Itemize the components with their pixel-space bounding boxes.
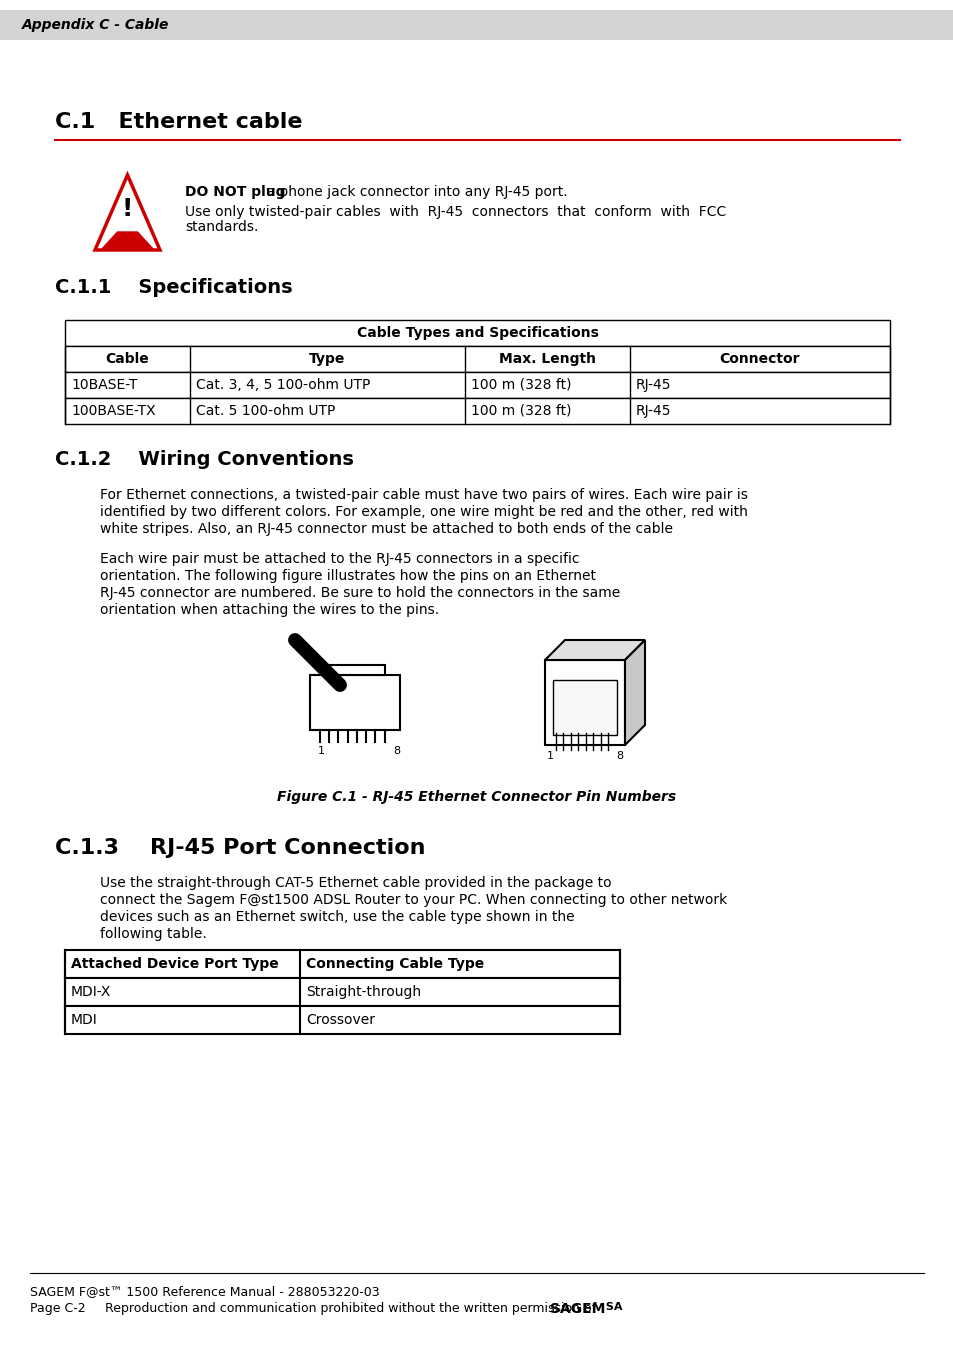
Bar [544,661,624,744]
Text: white stripes. Also, an RJ-45 connector must be attached to both ends of the cab: white stripes. Also, an RJ-45 connector … [100,521,672,536]
Text: standards.: standards. [185,220,258,234]
Text: orientation when attaching the wires to the pins.: orientation when attaching the wires to … [100,603,438,617]
Text: Figure C.1 - RJ-45 Ethernet Connector Pin Numbers: Figure C.1 - RJ-45 Ethernet Connector Pi… [277,790,676,804]
Text: orientation. The following figure illustrates how the pins on an Ethernet: orientation. The following figure illust… [100,569,596,584]
Text: Cable Types and Specifications: Cable Types and Specifications [356,326,598,340]
Text: Max. Length: Max. Length [498,353,596,366]
Text: SAGEM: SAGEM [550,1302,605,1316]
Text: Appendix C - Cable: Appendix C - Cable [22,18,170,32]
Text: C.1   Ethernet cable: C.1 Ethernet cable [55,112,302,132]
Polygon shape [325,665,385,676]
Text: RJ-45 connector are numbered. Be sure to hold the connectors in the same: RJ-45 connector are numbered. Be sure to… [100,586,619,600]
Text: Crossover: Crossover [306,1013,375,1027]
Text: connect the Sagem F@st1500 ADSL Router to your PC. When connecting to other netw: connect the Sagem F@st1500 ADSL Router t… [100,893,726,907]
Text: Connecting Cable Type: Connecting Cable Type [306,957,484,971]
Polygon shape [624,640,644,744]
Text: RJ-45: RJ-45 [636,378,671,392]
Text: Reproduction and communication prohibited without the written permission of: Reproduction and communication prohibite… [105,1302,599,1315]
Text: C.1.2    Wiring Conventions: C.1.2 Wiring Conventions [55,450,354,469]
Text: 8: 8 [393,746,399,757]
Text: Straight-through: Straight-through [306,985,420,998]
Polygon shape [310,676,399,730]
Text: a phone jack connector into any RJ-45 port.: a phone jack connector into any RJ-45 po… [262,185,567,199]
Text: C.1.3    RJ-45 Port Connection: C.1.3 RJ-45 Port Connection [55,838,425,858]
Bar [65,320,889,346]
Bar [65,978,619,1006]
Text: 8: 8 [616,751,622,761]
Text: Each wire pair must be attached to the RJ-45 connectors in a specific: Each wire pair must be attached to the R… [100,553,578,566]
Text: RJ-45: RJ-45 [636,404,671,417]
Text: identified by two different colors. For example, one wire might be red and the o: identified by two different colors. For … [100,505,747,519]
Text: MDI-X: MDI-X [71,985,112,998]
Text: C.1.1    Specifications: C.1.1 Specifications [55,278,293,297]
Bar [553,680,617,735]
Text: SA: SA [601,1302,622,1312]
Bar [65,346,889,372]
Text: Cat. 3, 4, 5 100-ohm UTP: Cat. 3, 4, 5 100-ohm UTP [195,378,370,392]
Polygon shape [544,640,644,661]
Bar [65,399,889,424]
Text: 100 m (328 ft): 100 m (328 ft) [471,404,571,417]
Text: devices such as an Ethernet switch, use the cable type shown in the: devices such as an Ethernet switch, use … [100,911,574,924]
Text: Page C-2: Page C-2 [30,1302,86,1315]
Text: 1: 1 [546,751,554,761]
Text: 1: 1 [317,746,325,757]
Text: MDI: MDI [71,1013,97,1027]
Bar [65,1006,619,1034]
Bar [0,9,953,41]
Text: 100BASE-TX: 100BASE-TX [71,404,155,417]
Text: 100 m (328 ft): 100 m (328 ft) [471,378,571,392]
Text: Use the straight-through CAT-5 Ethernet cable provided in the package to: Use the straight-through CAT-5 Ethernet … [100,875,611,890]
Text: Connector: Connector [719,353,800,366]
Polygon shape [101,232,153,250]
Text: 10BASE-T: 10BASE-T [71,378,137,392]
Text: Attached Device Port Type: Attached Device Port Type [71,957,278,971]
Text: following table.: following table. [100,927,207,942]
Polygon shape [95,176,160,250]
Text: Cat. 5 100-ohm UTP: Cat. 5 100-ohm UTP [195,404,335,417]
Text: !: ! [122,197,133,220]
Text: For Ethernet connections, a twisted-pair cable must have two pairs of wires. Eac: For Ethernet connections, a twisted-pair… [100,488,747,503]
Text: Use only twisted-pair cables  with  RJ-45  connectors  that  conform  with  FCC: Use only twisted-pair cables with RJ-45 … [185,205,725,219]
Text: DO NOT plug: DO NOT plug [185,185,285,199]
Text: Cable: Cable [106,353,150,366]
Text: Type: Type [309,353,345,366]
Bar [65,372,889,399]
Text: SAGEM F@st™ 1500 Reference Manual - 288053220-03: SAGEM F@st™ 1500 Reference Manual - 2880… [30,1285,379,1298]
Bar [65,950,619,978]
